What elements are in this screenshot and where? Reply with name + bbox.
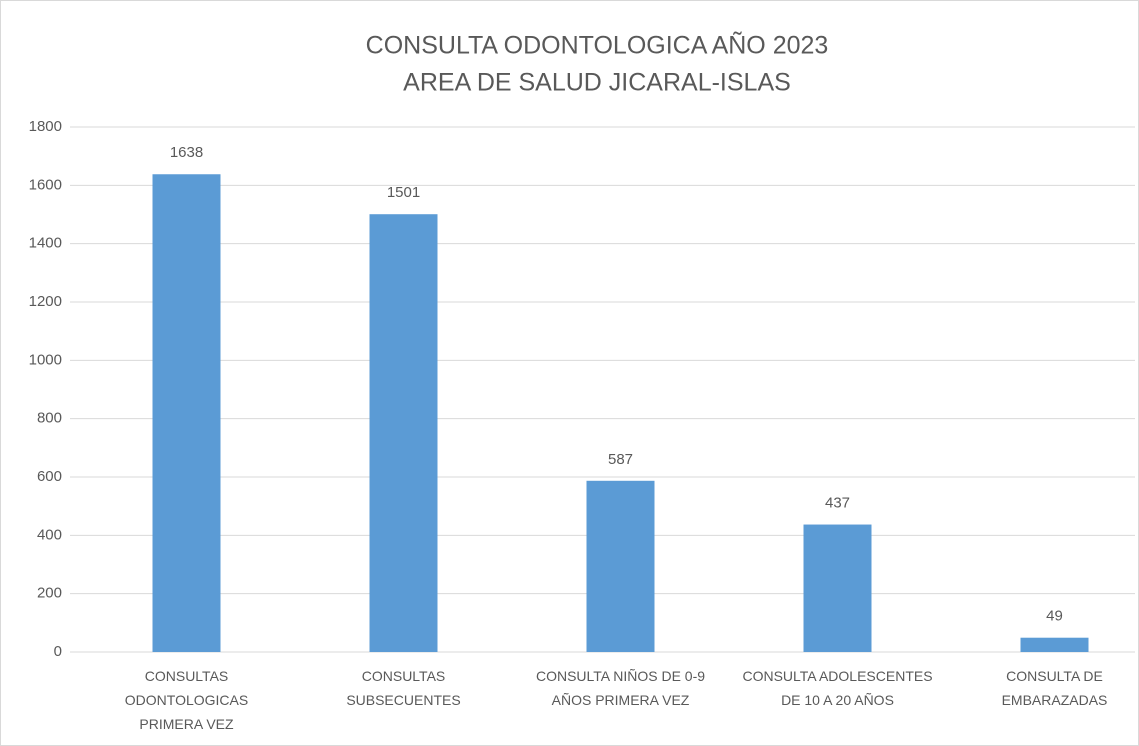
bar (1020, 637, 1089, 652)
bar (803, 524, 872, 652)
y-tick-label: 200 (37, 585, 62, 602)
chart-subtitle: AREA DE SALUD JICARAL-ISLAS (403, 69, 791, 97)
bar (586, 480, 655, 652)
y-tick-label: 1200 (29, 293, 62, 310)
y-tick-label: 0 (54, 643, 62, 660)
y-tick-label: 1400 (29, 235, 62, 252)
y-tick-label: 800 (37, 410, 62, 427)
x-tick-label: CONSULTA DE EMBARAZADAS (1001, 668, 1108, 708)
y-tick-label: 1800 (29, 118, 62, 135)
value-label: 1501 (387, 184, 420, 201)
value-label: 1638 (170, 144, 203, 161)
y-tick-label: 400 (37, 526, 62, 543)
x-tick-label: CONSULTAS SUBSECUENTES (346, 668, 461, 708)
x-tick-label: CONSULTAS ODONTOLOGICAS PRIMERA VEZ (124, 668, 249, 732)
bar (369, 214, 438, 653)
y-tick-label: 600 (37, 468, 62, 485)
value-label: 49 (1046, 608, 1063, 625)
x-tick-label: CONSULTA ADOLESCENTES DE 10 A 20 AÑOS (742, 668, 933, 708)
value-label: 437 (825, 495, 850, 512)
bar (152, 174, 221, 652)
y-tick-label: 1000 (29, 351, 62, 368)
x-tick-label: CONSULTA NIÑOS DE 0-9 AÑOS PRIMERA VEZ (535, 668, 706, 708)
value-label: 587 (608, 451, 633, 468)
y-tick-label: 1600 (29, 176, 62, 193)
chart-title: CONSULTA ODONTOLOGICA AÑO 2023 (366, 31, 829, 60)
